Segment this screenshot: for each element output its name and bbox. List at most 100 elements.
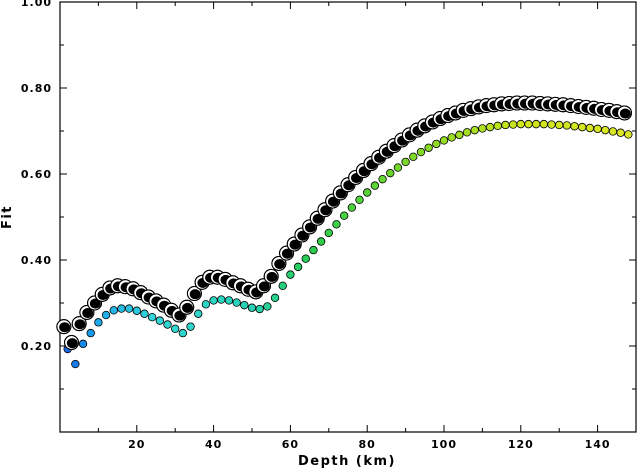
data-point-small xyxy=(170,324,180,333)
data-point-small xyxy=(624,130,633,139)
data-point-small xyxy=(462,128,472,137)
data-point-small xyxy=(132,306,141,315)
data-point-small xyxy=(447,133,456,142)
beachball-rim xyxy=(256,278,272,294)
data-point-beachball xyxy=(71,316,87,332)
y-tick-label: 0.20 xyxy=(21,340,52,353)
beachball-rim xyxy=(186,286,202,302)
beachball-rim xyxy=(325,193,341,209)
beachball-compressional xyxy=(266,271,278,282)
data-point-small xyxy=(155,316,165,325)
data-point-small xyxy=(432,139,441,149)
x-tick-label: 40 xyxy=(205,438,222,451)
beachball-rim xyxy=(171,307,187,323)
data-point-beachball xyxy=(179,299,195,315)
data-point-small xyxy=(401,157,410,167)
data-point-small xyxy=(117,304,126,313)
data-point-small xyxy=(485,122,495,132)
data-point-small xyxy=(71,359,80,369)
data-point-small xyxy=(309,245,318,255)
data-point-small xyxy=(370,181,380,190)
beachball-compressional xyxy=(281,248,293,259)
beachball-rim xyxy=(302,219,318,235)
data-point-small xyxy=(217,295,226,304)
beachball-rim xyxy=(271,255,287,271)
data-point-small xyxy=(562,121,572,130)
beachball-compressional xyxy=(82,308,94,319)
data-point-small xyxy=(316,237,326,246)
data-point-small xyxy=(163,320,172,329)
data-point-small xyxy=(608,127,618,136)
data-point-beachball xyxy=(340,177,356,193)
data-point-beachball xyxy=(186,286,202,302)
data-point-small xyxy=(201,300,211,309)
y-tick-label: 0.80 xyxy=(21,82,52,95)
beachball-compressional xyxy=(289,239,301,250)
data-point-small xyxy=(255,304,264,314)
data-point-small xyxy=(347,203,357,212)
data-point-small xyxy=(124,304,134,313)
beachball-compressional xyxy=(320,205,332,216)
data-point-small xyxy=(355,195,364,204)
data-point-small xyxy=(140,309,149,318)
data-point-small xyxy=(363,188,372,197)
data-point-small xyxy=(516,119,525,129)
data-point-small xyxy=(240,300,249,310)
data-point-small xyxy=(339,211,349,220)
x-axis: 20 40 60 80 100 120 140 xyxy=(97,2,610,451)
data-point-small xyxy=(416,147,426,157)
x-axis-label: Depth (km) xyxy=(298,454,396,468)
data-point-small xyxy=(424,143,433,152)
data-point-small xyxy=(593,124,602,134)
beachball-rim xyxy=(332,185,348,201)
beachball-rim xyxy=(71,316,87,332)
data-point-small xyxy=(585,123,595,133)
data-point-small xyxy=(270,293,280,303)
data-point-small xyxy=(501,120,510,130)
data-point-small xyxy=(555,120,564,130)
beachball-compressional xyxy=(189,289,201,300)
beachball-rim xyxy=(56,319,72,335)
y-axis: 0.20 0.40 0.60 0.80 1.00 xyxy=(21,0,636,390)
data-point-small xyxy=(209,296,218,305)
data-point-small xyxy=(508,120,518,129)
data-point-small xyxy=(547,120,556,129)
data-point-beachball xyxy=(271,255,287,271)
x-tick-label: 80 xyxy=(359,438,376,451)
y-tick-label: 0.40 xyxy=(21,254,52,267)
beachball-compressional xyxy=(304,222,316,233)
data-point-beachball xyxy=(325,193,341,209)
data-point-small xyxy=(570,122,579,131)
beachball-compressional xyxy=(59,322,71,333)
data-point-small xyxy=(578,122,587,132)
series-small-circles xyxy=(63,119,633,369)
beachball-compressional xyxy=(312,213,324,224)
beachball-compressional xyxy=(182,302,193,313)
data-point-small xyxy=(101,310,111,320)
data-point-small xyxy=(601,125,610,135)
data-point-small xyxy=(478,124,487,133)
beachball-rim xyxy=(263,268,279,284)
x-tick-label: 60 xyxy=(282,438,299,451)
beachball-rim xyxy=(616,105,632,121)
beachball-compressional xyxy=(297,230,309,241)
data-point-small xyxy=(470,125,479,135)
data-point-small xyxy=(493,121,502,131)
data-point-small xyxy=(109,306,118,315)
data-point-small xyxy=(94,318,103,327)
beachball-compressional xyxy=(258,281,270,292)
data-point-small xyxy=(524,119,533,129)
data-point-small xyxy=(616,128,625,137)
data-point-small xyxy=(78,339,88,349)
data-point-small xyxy=(439,136,449,145)
data-point-small xyxy=(324,228,333,238)
data-point-small xyxy=(186,322,195,331)
data-point-small xyxy=(263,302,272,311)
data-point-small xyxy=(278,281,287,290)
data-point-small xyxy=(86,328,95,338)
x-tick-label: 120 xyxy=(508,438,534,451)
series-beachballs xyxy=(56,95,632,351)
data-point-small xyxy=(455,130,464,140)
data-point-small xyxy=(393,163,403,172)
beachball-rim xyxy=(87,295,103,311)
